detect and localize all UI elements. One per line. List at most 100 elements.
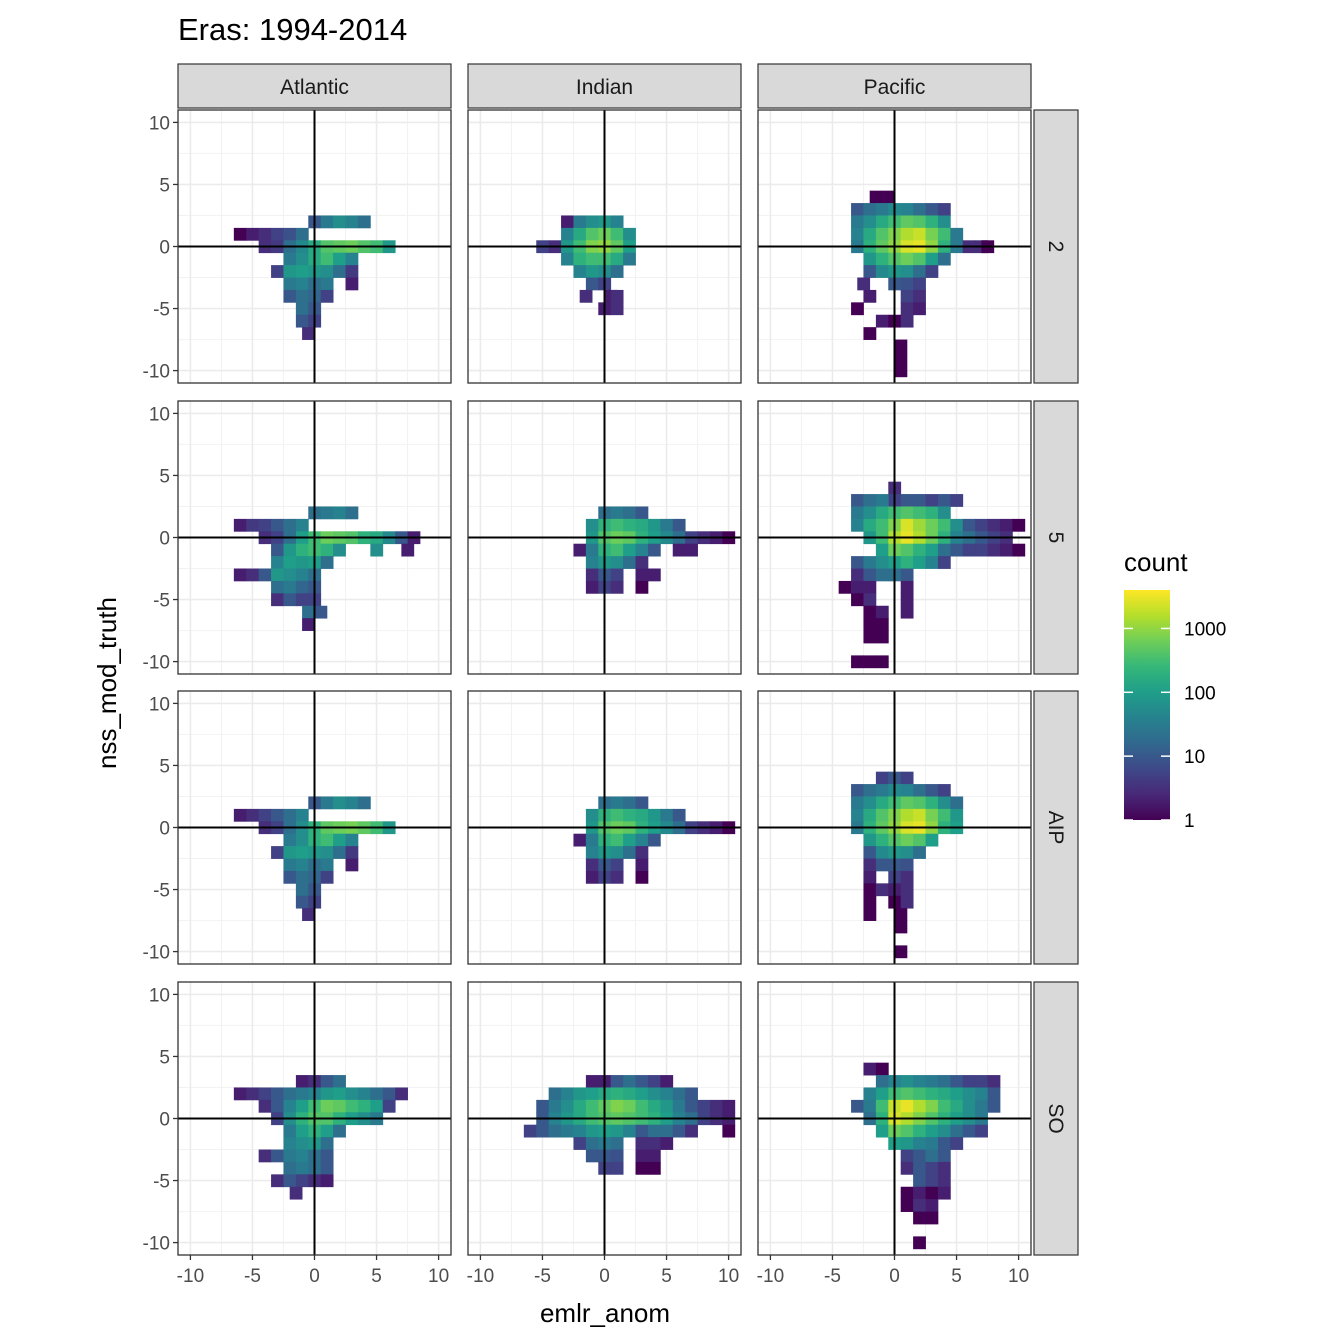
heatmap-tile bbox=[647, 1149, 661, 1163]
heatmap-tile bbox=[295, 252, 309, 266]
heatmap-tile bbox=[283, 277, 297, 291]
heatmap-tile bbox=[246, 568, 260, 582]
heatmap-tile bbox=[925, 784, 939, 797]
y-tick-label: 5 bbox=[159, 175, 170, 196]
heatmap-tile bbox=[548, 1099, 562, 1113]
y-tick-label: 5 bbox=[159, 466, 170, 487]
heatmap-tile bbox=[635, 846, 649, 859]
heatmap-tile bbox=[647, 1161, 661, 1175]
heatmap-tile bbox=[900, 314, 914, 328]
heatmap-tile bbox=[573, 833, 587, 847]
heatmap-tile bbox=[900, 1075, 914, 1088]
heatmap-tile bbox=[851, 796, 864, 810]
heatmap-tile bbox=[863, 593, 877, 607]
heatmap-tile bbox=[333, 265, 346, 278]
heatmap-tile bbox=[345, 846, 359, 859]
color-legend: count 1 10 100 1000 bbox=[1124, 547, 1226, 832]
heatmap-tile bbox=[585, 556, 599, 569]
heatmap-tile bbox=[937, 556, 951, 569]
heatmap-tile bbox=[863, 605, 877, 619]
heatmap-tile bbox=[314, 605, 328, 619]
heatmap-tile bbox=[900, 289, 914, 303]
heatmap-tile bbox=[579, 289, 593, 303]
panel-2-indian bbox=[467, 109, 742, 384]
heatmap-tile bbox=[900, 203, 914, 216]
heatmap-tile bbox=[295, 302, 309, 316]
heatmap-tile bbox=[925, 796, 939, 810]
heatmap-tile bbox=[937, 1174, 951, 1188]
chart-title: Eras: 1994-2014 bbox=[178, 12, 407, 47]
heatmap-tile bbox=[295, 1174, 309, 1188]
heatmap-tile bbox=[233, 227, 247, 241]
heatmap-tile bbox=[863, 796, 877, 810]
heatmap-tile bbox=[536, 1099, 550, 1113]
heatmap-tile bbox=[295, 1149, 309, 1163]
heatmap-tile bbox=[585, 568, 599, 582]
heatmap-tile bbox=[320, 556, 334, 569]
heatmap-tile bbox=[875, 506, 889, 520]
heatmap-tile bbox=[233, 518, 247, 532]
heatmap-tile bbox=[937, 227, 951, 241]
x-tick-label: 0 bbox=[889, 1266, 900, 1287]
heatmap-tile bbox=[875, 1062, 889, 1076]
heatmap-tile bbox=[987, 518, 1001, 532]
heatmap-tile bbox=[295, 846, 309, 859]
heatmap-tile bbox=[851, 593, 864, 607]
heatmap-tile bbox=[913, 1186, 926, 1200]
heatmap-tile bbox=[271, 1087, 284, 1101]
legend-ticks: 1 10 100 1000 bbox=[1124, 619, 1226, 832]
x-tick-label: -5 bbox=[824, 1266, 841, 1287]
heatmap-tile bbox=[395, 1087, 408, 1101]
col-strip-indian: Indian bbox=[467, 63, 742, 109]
heatmap-tile bbox=[647, 1075, 661, 1088]
heatmap-tile bbox=[623, 1124, 636, 1138]
heatmap-tile bbox=[635, 518, 649, 532]
heatmap-tile bbox=[900, 215, 914, 229]
heatmap-tile bbox=[937, 506, 951, 520]
heatmap-tile bbox=[697, 1099, 711, 1113]
heatmap-tile bbox=[875, 655, 889, 669]
heatmap-tile bbox=[295, 568, 309, 582]
heatmap-tile bbox=[913, 289, 926, 303]
heatmap-tile bbox=[962, 518, 976, 532]
heatmap-tile bbox=[722, 1124, 736, 1138]
heatmap-tile bbox=[345, 215, 359, 229]
heatmap-tile bbox=[962, 543, 976, 557]
col-strip-label: Atlantic bbox=[280, 76, 349, 99]
x-axis-ticks: -10 -5 0 5 10 bbox=[757, 1255, 1029, 1287]
heatmap-tile bbox=[882, 190, 895, 204]
heatmap-tile bbox=[999, 543, 1013, 557]
x-tick-label: 0 bbox=[309, 1266, 320, 1287]
heatmap-tile bbox=[863, 203, 877, 216]
heatmap-tile bbox=[863, 252, 877, 266]
heatmap-tile bbox=[585, 1124, 599, 1138]
heatmap-tile bbox=[913, 1075, 926, 1088]
legend-break-label: 100 bbox=[1184, 683, 1216, 704]
x-tick-label: -10 bbox=[177, 1266, 204, 1287]
heatmap-tile bbox=[950, 1124, 964, 1138]
heatmap-tile bbox=[925, 1186, 939, 1200]
heatmap-tile bbox=[561, 1099, 574, 1113]
panel-2-atlantic bbox=[177, 109, 452, 384]
heatmap-tile bbox=[913, 518, 926, 532]
heatmap-tile bbox=[925, 543, 939, 557]
row-strip-aip: AIP bbox=[1033, 690, 1079, 965]
heatmap-tile bbox=[863, 1099, 877, 1113]
heatmap-tile bbox=[610, 506, 624, 520]
heatmap-tile bbox=[894, 351, 908, 365]
heatmap-tile bbox=[295, 858, 309, 872]
y-tick-label: 0 bbox=[159, 819, 170, 840]
row-strip-label: AIP bbox=[1044, 811, 1067, 845]
heatmap-tile bbox=[962, 1099, 976, 1113]
heatmap-tile bbox=[623, 1075, 636, 1088]
heatmap-tile bbox=[295, 277, 309, 291]
heatmap-tile bbox=[382, 1099, 396, 1113]
heatmap-tile bbox=[345, 796, 359, 810]
legend-title: count bbox=[1124, 547, 1188, 577]
heatmap-tile bbox=[283, 580, 297, 594]
heatmap-tile bbox=[320, 265, 334, 278]
heatmap-tile bbox=[851, 518, 864, 532]
heatmap-tile bbox=[610, 1099, 624, 1113]
heatmap-tile bbox=[913, 784, 926, 797]
heatmap-tile bbox=[950, 1087, 964, 1101]
